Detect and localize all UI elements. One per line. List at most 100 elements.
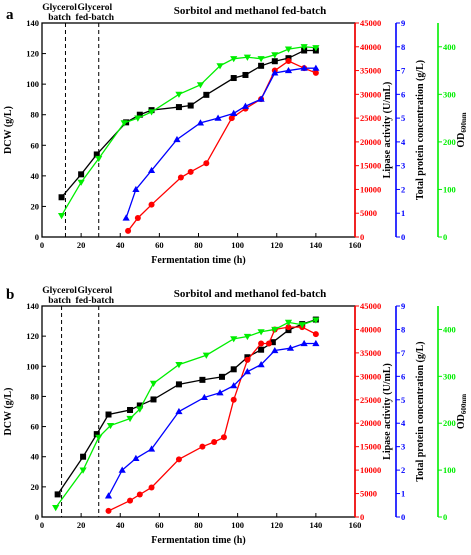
x-tick-label: 40	[116, 240, 125, 250]
x-tick-label: 20	[77, 240, 86, 250]
y-tick-label-lipase: 35000	[360, 348, 381, 358]
data-point-protein	[173, 135, 181, 143]
data-point-lipase	[105, 507, 112, 514]
phase-label: Glycerol	[77, 286, 112, 296]
data-point-od	[271, 52, 279, 59]
y-tick-label-protein: 5	[401, 113, 405, 123]
data-point-od	[230, 56, 238, 63]
y-tick-label-lipase: 15000	[360, 161, 381, 171]
data-point-protein	[300, 64, 308, 71]
data-point-protein	[196, 119, 205, 126]
series-line-lipase	[108, 326, 317, 512]
data-point-od	[134, 115, 142, 122]
data-point-dcw	[269, 339, 276, 346]
data-point-dcw	[136, 111, 143, 118]
data-point-protein	[216, 389, 224, 396]
y-axis-title-dcw: DCW (g/L)	[3, 106, 14, 154]
data-point-lipase	[187, 168, 194, 175]
y-tick-label: 80	[31, 391, 40, 401]
y-tick-label-protein: 9	[401, 301, 405, 311]
data-point-od	[312, 45, 320, 52]
panel-b: b Sorbitol and methanol fed-batch Glycerol…	[3, 286, 468, 546]
y-tick-label-lipase: 25000	[360, 395, 381, 405]
x-tick-label: 120	[270, 520, 283, 530]
y-tick-label-od: 400	[443, 324, 456, 334]
x-tick-label: 120	[270, 240, 283, 250]
data-point-lipase	[136, 491, 143, 498]
x-tick-label: 60	[155, 240, 164, 250]
data-point-protein	[118, 466, 126, 473]
data-point-od	[257, 329, 265, 336]
data-point-protein	[132, 185, 140, 193]
y-tick-label-protein: 1	[401, 208, 405, 218]
data-point-protein	[300, 339, 308, 347]
y-tick-label-protein: 0	[401, 232, 405, 242]
data-point-dcw	[285, 327, 292, 334]
phase-label: batch	[48, 13, 71, 23]
y-tick-label-lipase: 45000	[360, 301, 381, 311]
data-point-dcw	[230, 75, 237, 82]
y-tick-label: 60	[31, 422, 40, 432]
series-line-od	[55, 319, 317, 509]
y-tick-label: 20	[31, 201, 40, 211]
data-point-od	[136, 406, 144, 413]
y-tick-label-lipase: 35000	[360, 66, 381, 76]
y-tick-label: 0	[35, 232, 39, 242]
y-tick-label-protein: 4	[401, 418, 406, 428]
data-point-lipase	[258, 340, 265, 347]
y-tick-label-od: 300	[443, 371, 456, 381]
data-point-od	[271, 326, 279, 334]
data-point-od	[298, 322, 306, 329]
data-point-protein	[284, 66, 293, 74]
data-point-lipase	[228, 115, 235, 122]
chart-title: Sorbitol and methanol fed-batch	[174, 288, 327, 300]
data-point-od	[300, 44, 308, 51]
y-tick-label-protein: 0	[401, 512, 405, 522]
y-axis-title-lipase: Lipase activity (U/mL)	[382, 82, 393, 179]
data-point-dcw	[78, 171, 85, 178]
y-tick-label-lipase: 5000	[360, 208, 377, 218]
x-tick-label: 140	[310, 520, 323, 530]
series-line-od	[61, 46, 316, 216]
data-point-protein	[271, 346, 279, 354]
y-tick-label-lipase: 25000	[360, 113, 381, 123]
data-point-protein	[286, 344, 295, 351]
data-point-od	[79, 467, 87, 474]
data-point-dcw	[150, 396, 157, 403]
series-line-protein	[125, 67, 316, 219]
data-point-od	[243, 333, 252, 341]
data-point-dcw	[199, 376, 206, 383]
x-tick-label: 20	[77, 520, 86, 530]
od-title-sub: 600nm	[460, 112, 468, 132]
data-point-od	[230, 336, 238, 343]
y-tick-label-od: 200	[443, 137, 456, 147]
data-point-dcw	[175, 104, 182, 111]
data-point-lipase	[244, 356, 251, 363]
data-point-dcw	[105, 411, 112, 418]
data-point-dcw	[58, 194, 65, 201]
y-tick-label-lipase: 45000	[360, 18, 381, 28]
y-tick-label: 60	[31, 140, 40, 150]
y-tick-label-protein: 1	[401, 489, 405, 499]
data-point-lipase	[285, 58, 292, 65]
data-point-od	[243, 54, 252, 61]
y-tick-label: 140	[26, 18, 39, 28]
phase-label: fed-batch	[76, 13, 115, 23]
y-tick-label: 40	[31, 452, 40, 462]
od-title-main: OD	[456, 133, 467, 148]
data-point-od	[284, 46, 293, 53]
phase-label: Glycerol	[42, 3, 77, 13]
panel-a: a Sorbitol and methanol fed-batch Glycerol…	[3, 3, 468, 266]
data-point-lipase	[127, 497, 134, 504]
y-tick-label-lipase: 40000	[360, 324, 381, 334]
y-tick-label-protein: 6	[401, 371, 405, 381]
data-point-od	[106, 422, 115, 430]
y-tick-label-protein: 6	[401, 89, 405, 99]
plot-frame	[41, 22, 356, 238]
data-point-od	[126, 415, 134, 423]
data-point-od	[284, 319, 293, 327]
x-axis-title: Fermentation time (h)	[151, 535, 245, 546]
data-point-lipase	[265, 340, 272, 347]
plot-frame	[41, 305, 356, 518]
